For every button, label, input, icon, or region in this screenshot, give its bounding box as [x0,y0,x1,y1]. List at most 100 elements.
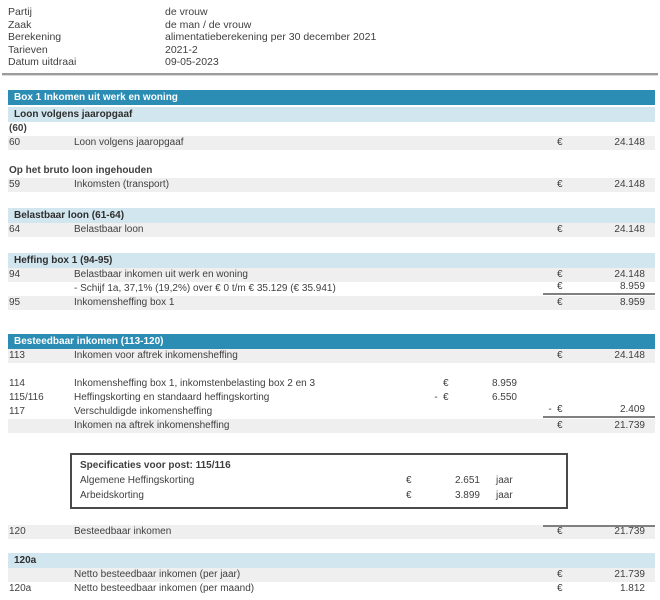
table-row: 64 Belastbaar loon €24.148 [8,222,655,237]
mid-sign [429,377,443,391]
spec-currency: € [406,474,412,486]
mid-gap [517,268,543,282]
spec-label: Algemene Heffingskorting [80,474,195,486]
mid-currency [443,178,465,192]
table-row: 114 Inkomensheffing box 1, inkomstenbelas… [8,377,655,391]
mid-currency [443,122,465,136]
row-number: 94 [9,268,21,280]
mid-gap [517,405,543,419]
meta-field-label: Partij [8,6,32,18]
mid-amount [465,419,517,433]
right-amount-group: €1.812 [543,582,655,596]
mid-currency [443,525,465,539]
row-description: Verschuldigde inkomensheffing [74,405,213,417]
right-amount-group: €24.148 [543,178,655,192]
mid-sign [429,419,443,433]
spacer [8,310,655,334]
right-amount-group: - €2.409 [543,404,655,418]
mid-sign [429,268,443,282]
spec-pad [540,488,566,503]
mid-gap [517,391,543,405]
mid-amount [465,349,517,363]
row-number: 120a [9,582,32,594]
spacer [8,150,655,164]
mid-currency [443,296,465,310]
right-amount-group: €21.739 [543,568,655,582]
right-amount-group: €24.148 [543,223,655,237]
row-description: Heffingskorting en standaard heffingskor… [74,391,270,403]
right-currency: € [557,268,563,280]
right-currency: € [557,296,563,308]
meta-field-label: Berekening [8,31,62,44]
mid-amount: 8.959 [491,377,517,389]
row-number [8,568,74,582]
mid-gap [517,178,543,192]
table-row: Netto besteedbaar inkomen (per jaar) €21.… [8,567,655,582]
row-description: Inkomen na aftrek inkomensheffing [74,419,230,431]
section-header-dark: Besteedbaar inkomen (113-120) [8,333,655,349]
row-description: Inkomensheffing box 1 [74,296,175,308]
meta-field-value: 09-05-2023 [165,56,219,69]
right-amount: 21.739 [614,568,645,580]
mid-sign: - [434,391,438,403]
row-number [8,282,74,296]
meta-field-label: Datum uitdraai [8,56,77,69]
spec-box: Specificaties voor post: 115/116 Algemene… [70,452,568,509]
mid-currency [443,282,465,296]
row-description: Loon volgens jaaropgaaf [74,136,184,148]
spacer [8,237,655,253]
row-description: Besteedbaar inkomen [74,525,172,537]
table-row: 59 Inkomsten (transport) €24.148 [8,177,655,192]
mid-currency [443,582,465,596]
row-description [74,122,429,136]
mid-amount [465,178,517,192]
table-row: (60) [8,122,655,136]
section-header-dark: Box 1 Inkomen uit werk en woning [8,89,655,105]
spec-pad [540,473,566,488]
right-amount-group: €8.959 [543,296,655,310]
spec-label: Arbeidskorting [80,489,144,501]
right-amount: 21.739 [614,419,645,431]
mid-currency [443,223,465,237]
right-amount-group [543,122,655,136]
meta-row: Zaak de man / de vrouw [8,19,652,32]
mid-amount [465,582,517,596]
row-description: Belastbaar inkomen uit werk en woning [74,268,248,280]
right-currency: € [557,223,563,235]
mid-amount [465,296,517,310]
mid-gap [517,419,543,433]
table-row: 115/116 Heffingskorting en standaard heff… [8,391,655,405]
row-description: Belastbaar loon [74,223,144,235]
mid-gap [517,349,543,363]
right-amount: 1.812 [619,582,645,594]
mid-sign [429,178,443,192]
mid-amount: 6.550 [491,391,517,403]
mid-gap [517,296,543,310]
mid-gap [517,136,543,150]
mid-sign [429,223,443,237]
calculation-table: Box 1 Inkomen uit werk en woning Loon vol… [8,89,655,596]
mid-amount [465,282,517,296]
row-number: 64 [9,223,21,235]
mid-amount [465,405,517,419]
meta-row: Partij de vrouw [8,6,652,19]
mid-sign [429,525,443,539]
row-number: 117 [9,405,25,417]
section-header-light: 120a [8,552,655,568]
right-currency: € [557,419,563,431]
meta-field-value: de vrouw [165,6,208,18]
right-currency: € [557,404,563,416]
row-number: 120 [9,525,26,537]
table-row: 95 Inkomensheffing box 1 €8.959 [8,295,655,310]
right-amount: 24.148 [614,136,645,148]
row-number: 113 [9,349,25,361]
mid-currency [443,419,465,433]
header-divider [2,72,658,76]
mid-currency [443,136,465,150]
right-amount-group: €24.148 [543,136,655,150]
right-amount: 24.148 [614,223,645,235]
meta-row: Datum uitdraai 09-05-2023 [8,56,652,69]
table-row: 94 Belastbaar inkomen uit werk en woning €… [8,267,655,282]
spacer [8,509,655,525]
spec-currency: € [406,489,412,501]
